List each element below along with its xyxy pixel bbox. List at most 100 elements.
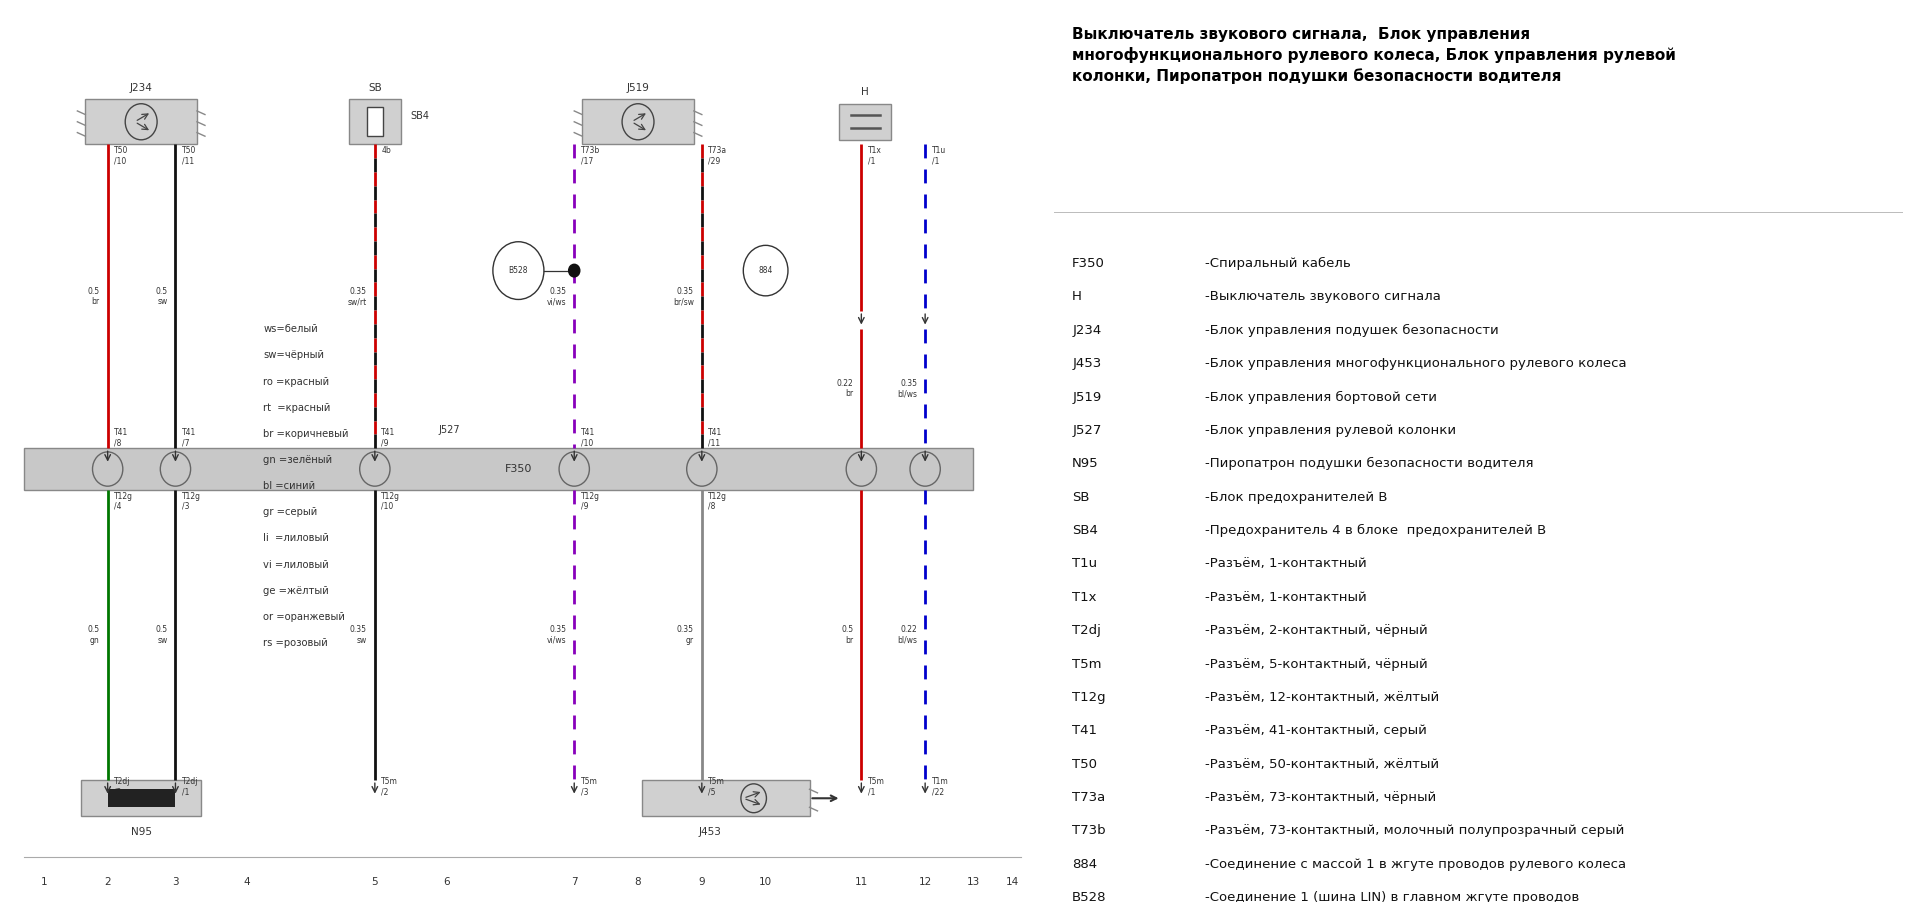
- Text: T50: T50: [1071, 758, 1096, 770]
- Text: T5m
/1: T5m /1: [868, 777, 885, 796]
- Text: J234: J234: [1071, 324, 1102, 336]
- Text: J527: J527: [438, 425, 461, 435]
- Text: -Разъём, 73-контактный, молочный полупрозрачный серый: -Разъём, 73-контактный, молочный полупро…: [1204, 824, 1624, 837]
- Text: T5m: T5m: [1071, 658, 1102, 670]
- Text: li  =лиловый: li =лиловый: [263, 533, 328, 544]
- Text: 6: 6: [444, 877, 449, 888]
- Text: 9: 9: [699, 877, 705, 888]
- Text: ro =красный: ro =красный: [263, 376, 330, 387]
- Text: T1u: T1u: [1071, 557, 1096, 570]
- Text: -Разъём, 5-контактный, чёрный: -Разъём, 5-контактный, чёрный: [1204, 658, 1427, 670]
- Text: T12g
/10: T12g /10: [382, 492, 399, 511]
- Bar: [641, 780, 810, 816]
- Text: T41
/8: T41 /8: [113, 428, 129, 448]
- Text: -Разъём, 1-контактный: -Разъём, 1-контактный: [1204, 557, 1367, 570]
- Text: rt  =красный: rt =красный: [263, 402, 330, 413]
- Text: gr =серый: gr =серый: [263, 507, 317, 518]
- Text: 7: 7: [570, 877, 578, 888]
- Text: br =коричневый: br =коричневый: [263, 428, 349, 439]
- Text: T1x: T1x: [1071, 591, 1096, 603]
- Text: T12g
/9: T12g /9: [580, 492, 599, 511]
- Text: bl =синий: bl =синий: [263, 481, 315, 492]
- Text: T41: T41: [1071, 724, 1096, 737]
- Circle shape: [559, 452, 589, 486]
- Text: 4b: 4b: [382, 146, 392, 155]
- Text: T2dj
/1: T2dj /1: [182, 777, 198, 796]
- Circle shape: [568, 264, 580, 277]
- Circle shape: [92, 452, 123, 486]
- Text: N95: N95: [131, 827, 152, 837]
- Text: -Блок управления подушек безопасности: -Блок управления подушек безопасности: [1204, 324, 1498, 336]
- Bar: [81, 780, 202, 816]
- Circle shape: [910, 452, 941, 486]
- Text: 0.22
br: 0.22 br: [837, 379, 852, 399]
- Text: 0.35
gr: 0.35 gr: [678, 625, 693, 645]
- Text: T5m
/3: T5m /3: [580, 777, 597, 796]
- Text: 0.5
br: 0.5 br: [88, 287, 100, 306]
- Text: T41
/9: T41 /9: [382, 428, 396, 448]
- Text: vi =лиловый: vi =лиловый: [263, 559, 328, 570]
- Text: -Блок управления рулевой колонки: -Блок управления рулевой колонки: [1204, 424, 1455, 437]
- Text: T50
/11: T50 /11: [182, 146, 196, 166]
- Bar: [839, 104, 891, 140]
- Text: -Спиральный кабель: -Спиральный кабель: [1204, 257, 1350, 270]
- Text: T5m
/2: T5m /2: [382, 777, 397, 796]
- Text: 8: 8: [636, 877, 641, 888]
- Text: -Соединение 1 (шина LIN) в главном жгуте проводов: -Соединение 1 (шина LIN) в главном жгуте…: [1204, 891, 1578, 902]
- Text: ws=белый: ws=белый: [263, 324, 319, 335]
- Text: 884: 884: [758, 266, 774, 275]
- Text: 0.22
bl/ws: 0.22 bl/ws: [897, 625, 918, 645]
- Text: J453: J453: [1071, 357, 1102, 370]
- Bar: [367, 107, 382, 136]
- Circle shape: [743, 245, 787, 296]
- Circle shape: [125, 104, 157, 140]
- Text: 13: 13: [966, 877, 979, 888]
- Text: Выключатель звукового сигнала,  Блок управления
многофункционального рулевого ко: Выключатель звукового сигнала, Блок упра…: [1071, 27, 1676, 84]
- Text: 12: 12: [918, 877, 931, 888]
- Text: J519: J519: [1071, 391, 1102, 403]
- Text: H: H: [862, 87, 870, 97]
- Text: T12g
/3: T12g /3: [182, 492, 202, 511]
- Circle shape: [493, 242, 543, 299]
- Text: 0.5
sw: 0.5 sw: [156, 625, 167, 645]
- Text: -Разъём, 1-контактный: -Разъём, 1-контактный: [1204, 591, 1367, 603]
- Text: ge =жёлтый: ge =жёлтый: [263, 585, 328, 596]
- Text: T2dj
/2: T2dj /2: [113, 777, 131, 796]
- Text: T73b
/17: T73b /17: [580, 146, 599, 166]
- Text: -Разъём, 73-контактный, чёрный: -Разъём, 73-контактный, чёрный: [1204, 791, 1436, 804]
- Text: 0.5
br: 0.5 br: [841, 625, 852, 645]
- Text: J234: J234: [131, 83, 152, 93]
- Text: -Соединение с массой 1 в жгуте проводов рулевого колеса: -Соединение с массой 1 в жгуте проводов …: [1204, 858, 1626, 870]
- Circle shape: [359, 452, 390, 486]
- Text: T1m
/22: T1m /22: [931, 777, 948, 796]
- Text: 5: 5: [372, 877, 378, 888]
- Text: 11: 11: [854, 877, 868, 888]
- Text: 1: 1: [40, 877, 48, 888]
- Text: T41
/7: T41 /7: [182, 428, 196, 448]
- Text: B528: B528: [1071, 891, 1106, 902]
- Text: 2: 2: [104, 877, 111, 888]
- Text: 0.35
sw/rt: 0.35 sw/rt: [348, 287, 367, 306]
- Text: SB: SB: [369, 83, 382, 93]
- Text: 0.35
vi/ws: 0.35 vi/ws: [547, 625, 566, 645]
- Bar: [582, 99, 693, 144]
- Text: 0.35
sw: 0.35 sw: [349, 625, 367, 645]
- Circle shape: [159, 452, 190, 486]
- Text: J453: J453: [699, 827, 722, 837]
- Text: 0.35
br/sw: 0.35 br/sw: [672, 287, 693, 306]
- Circle shape: [847, 452, 877, 486]
- Text: 3: 3: [173, 877, 179, 888]
- Text: T41
/11: T41 /11: [708, 428, 722, 448]
- Text: 0.35
bl/ws: 0.35 bl/ws: [897, 379, 918, 399]
- Bar: [349, 99, 401, 144]
- Text: -Предохранитель 4 в блоке  предохранителей В: -Предохранитель 4 в блоке предохранителе…: [1204, 524, 1546, 537]
- Text: 14: 14: [1006, 877, 1020, 888]
- Text: -Блок предохранителей В: -Блок предохранителей В: [1204, 491, 1386, 503]
- Text: rs =розовый: rs =розовый: [263, 638, 328, 649]
- Text: -Разъём, 12-контактный, жёлтый: -Разъём, 12-контактный, жёлтый: [1204, 691, 1438, 704]
- Text: T12g
/8: T12g /8: [708, 492, 728, 511]
- Text: -Разъём, 2-контактный, чёрный: -Разъём, 2-контактный, чёрный: [1204, 624, 1427, 637]
- Text: T12g: T12g: [1071, 691, 1106, 704]
- Text: -Пиропатрон подушки безопасности водителя: -Пиропатрон подушки безопасности водител…: [1204, 457, 1532, 470]
- Text: 4: 4: [244, 877, 250, 888]
